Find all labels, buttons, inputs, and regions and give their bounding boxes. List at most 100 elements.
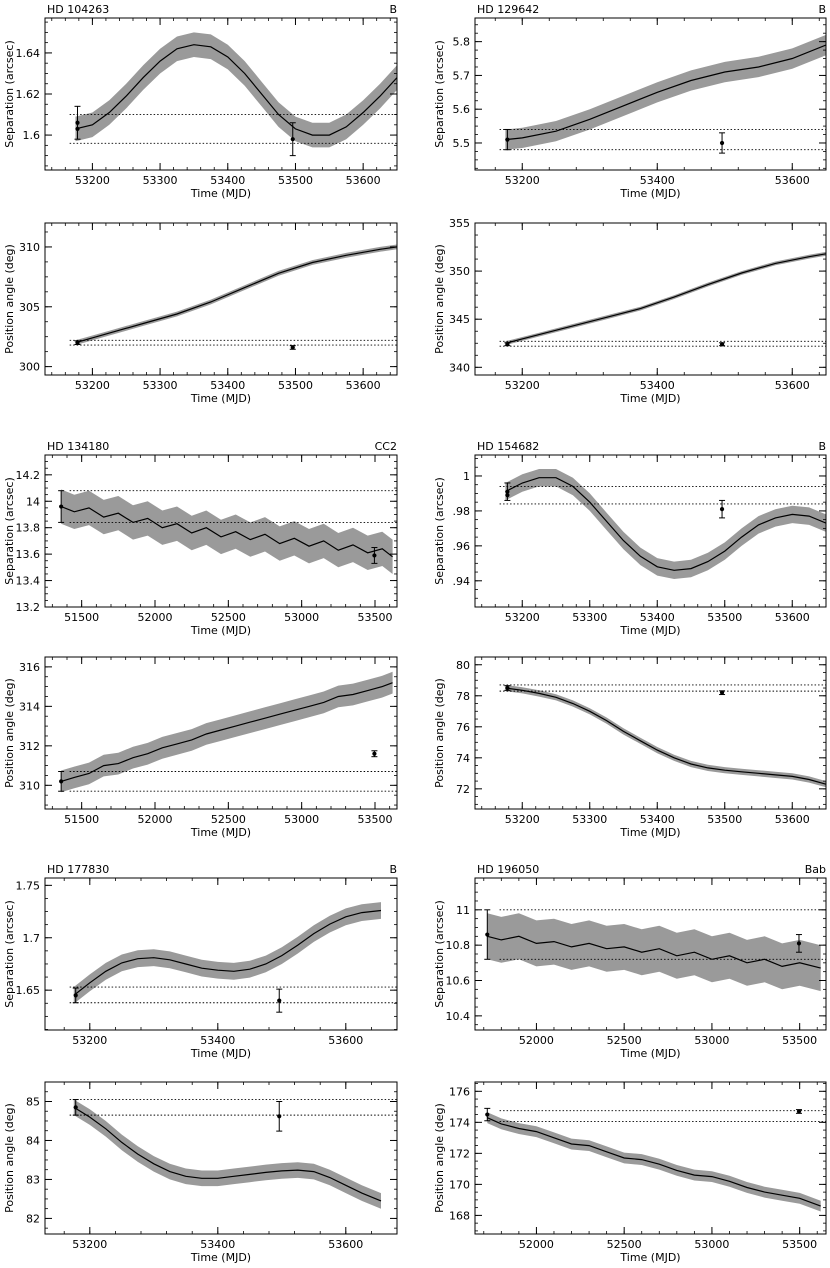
y-tick-label: 74: [456, 752, 470, 765]
x-tick-label: 53500: [782, 1034, 817, 1047]
panel-3: 53200 53300 53400 53500 53600 300 305 310 Time (…: [3, 222, 398, 405]
y-axis-label: Separation (arcsec): [433, 40, 446, 148]
x-tick-label: 53500: [782, 1238, 817, 1251]
model-uncertainty-band: [73, 902, 382, 1004]
x-tick-label: 53000: [694, 1034, 729, 1047]
x-tick-label: 53200: [72, 1238, 107, 1251]
panel-4: 53200 53400 53600 340 345 350 355 Time (MJD) Pos…: [433, 217, 827, 405]
x-tick-label: 53400: [210, 379, 245, 392]
y-tick-label: 340: [449, 361, 470, 374]
plot-frame: [44, 222, 398, 376]
x-axis-label: Time (MJD): [619, 826, 680, 839]
y-tick-label: 172: [449, 1147, 470, 1160]
x-tick-label: 51500: [64, 611, 99, 624]
plot-area: [69, 32, 397, 157]
y-tick-label: 174: [449, 1116, 470, 1129]
model-uncertainty-band: [505, 684, 826, 788]
x-tick-label: 53400: [640, 611, 675, 624]
y-tick-label: 310: [19, 241, 40, 254]
x-axis-label: Time (MJD): [190, 187, 251, 200]
observation-point: [505, 137, 510, 142]
panel-2: 53200 53400 53600 5.5 5.6 5.7 5.8 Time (MJD) Sep…: [433, 3, 827, 200]
x-tick-label: 53200: [75, 379, 110, 392]
x-tick-label: 53600: [775, 813, 810, 826]
x-tick-label: 52500: [607, 1238, 642, 1251]
observation-point: [73, 1105, 78, 1110]
observation-point: [485, 1112, 490, 1117]
y-tick-label: 13.4: [16, 575, 41, 588]
panel-11: 53200 53400 53600 82 83 84 85 Time (MJD) Positio…: [3, 1081, 398, 1264]
observation-point: [290, 345, 295, 350]
plot-area: [499, 469, 826, 579]
x-tick-label: 52000: [519, 1034, 554, 1047]
plot-area: [499, 34, 826, 154]
plot-frame: [44, 877, 398, 1031]
x-tick-label: 53000: [284, 611, 319, 624]
plot-area: [484, 909, 826, 992]
y-tick-label: 350: [449, 265, 470, 278]
y-tick-label: 168: [449, 1209, 470, 1222]
observation-point: [73, 993, 78, 998]
y-tick-label: 13.8: [16, 522, 41, 535]
observation-point: [277, 998, 282, 1003]
y-tick-label: 316: [19, 661, 40, 674]
x-tick-label: 52000: [138, 813, 173, 826]
y-tick-label: 300: [19, 361, 40, 374]
x-tick-label: 53200: [75, 174, 110, 187]
x-tick-label: 53200: [72, 1034, 107, 1047]
model-uncertainty-band: [487, 1112, 821, 1212]
component-label: B: [818, 440, 826, 453]
y-tick-label: 11: [456, 904, 470, 917]
x-tick-label: 53000: [284, 813, 319, 826]
y-tick-label: .94: [453, 575, 471, 588]
y-axis-label: Position angle (deg): [433, 678, 446, 788]
y-tick-label: 14.2: [16, 469, 41, 482]
observation-point: [485, 932, 490, 937]
panel-10: 52000 52500 53000 53500 10.4 10.6 10.8 11 Time (…: [433, 863, 827, 1060]
y-tick-label: 13.2: [16, 601, 41, 614]
panel-9: 53200 53400 53600 1.65 1.7 1.75 Time (MJD) Sepa…: [3, 863, 398, 1060]
plot-frame: [44, 656, 398, 810]
y-tick-label: 1.6: [23, 129, 41, 142]
observation-point: [796, 941, 802, 946]
x-tick-label: 53500: [707, 611, 742, 624]
observation-point: [75, 340, 80, 345]
star-name: HD 154682: [477, 440, 539, 453]
y-axis-label: Separation (arcsec): [433, 477, 446, 585]
y-tick-label: 1.7: [23, 932, 41, 945]
x-tick-label: 53400: [640, 813, 675, 826]
y-tick-label: 80: [456, 659, 470, 672]
x-tick-label: 53200: [505, 813, 540, 826]
model-uncertainty-band: [505, 34, 826, 150]
observation-point: [796, 1109, 802, 1114]
x-tick-label: 52000: [519, 1238, 554, 1251]
model-uncertainty-band: [61, 671, 393, 793]
x-tick-label: 53400: [210, 174, 245, 187]
y-tick-label: 345: [449, 313, 470, 326]
x-tick-label: 53400: [640, 379, 675, 392]
observation-point: [59, 779, 64, 784]
x-tick-label: 53400: [200, 1034, 235, 1047]
y-tick-label: 176: [449, 1085, 470, 1098]
x-tick-label: 53600: [346, 174, 381, 187]
y-tick-label: 1.75: [16, 879, 41, 892]
x-axis-label: Time (MJD): [190, 1251, 251, 1264]
model-curve: [505, 687, 826, 785]
y-tick-label: 84: [26, 1134, 40, 1147]
star-name: HD 196050: [477, 863, 539, 876]
panel-12: 52000 52500 53000 53500 168 170 172 174 176 Time …: [433, 1081, 827, 1264]
x-tick-label: 53600: [775, 611, 810, 624]
y-tick-label: 78: [456, 690, 470, 703]
observation-point: [372, 751, 377, 756]
y-tick-label: 305: [19, 301, 40, 314]
y-axis-label: Separation (arcsec): [433, 900, 446, 1008]
x-tick-label: 53300: [143, 379, 178, 392]
y-axis-label: Position angle (deg): [433, 244, 446, 354]
model-curve: [73, 1106, 382, 1202]
observation-point: [505, 493, 510, 498]
y-tick-label: 14: [26, 495, 40, 508]
x-tick-label: 53500: [358, 611, 393, 624]
x-tick-label: 52500: [211, 813, 246, 826]
model-uncertainty-band: [487, 913, 821, 992]
x-tick-label: 53400: [200, 1238, 235, 1251]
